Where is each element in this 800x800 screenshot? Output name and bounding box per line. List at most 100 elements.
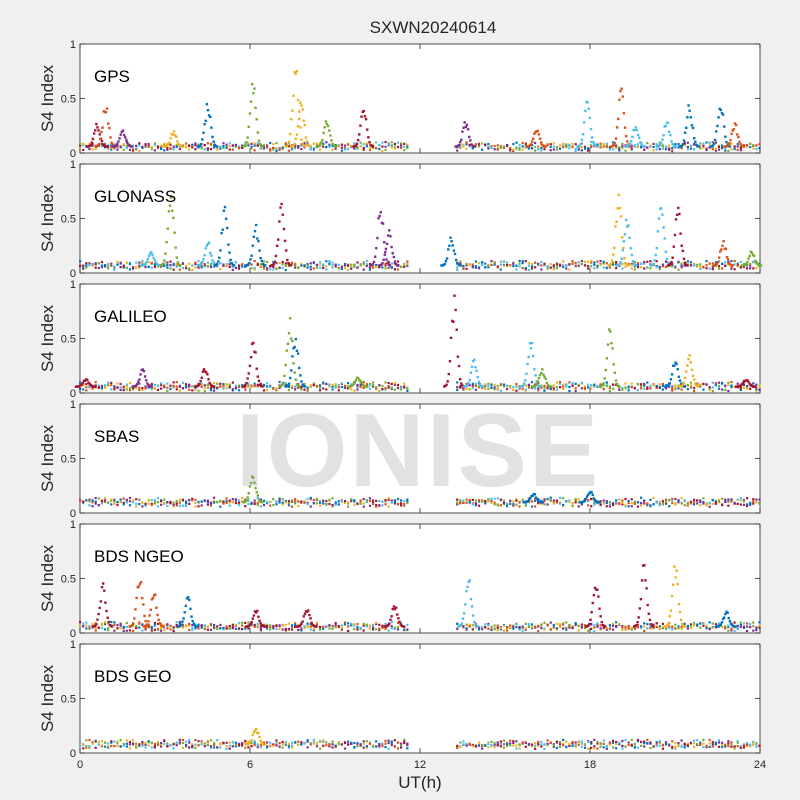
data-point <box>689 264 693 267</box>
data-point <box>201 370 205 373</box>
data-point <box>608 146 612 149</box>
data-point <box>186 596 190 599</box>
data-point <box>621 144 624 147</box>
data-point <box>183 611 186 614</box>
data-point <box>742 262 746 266</box>
data-point <box>558 743 562 746</box>
data-point <box>755 629 758 632</box>
data-point <box>742 145 746 148</box>
data-point <box>695 143 698 146</box>
data-point <box>674 385 677 388</box>
data-point <box>318 628 322 631</box>
data-point <box>746 260 749 264</box>
data-point <box>649 505 652 508</box>
data-point <box>97 743 100 746</box>
data-point <box>160 500 163 503</box>
data-point <box>708 267 711 270</box>
data-point <box>590 491 593 494</box>
data-point <box>384 145 387 148</box>
data-point <box>624 745 627 748</box>
data-point <box>577 384 580 387</box>
data-point <box>318 263 322 266</box>
data-point <box>300 262 303 265</box>
data-point <box>574 261 577 265</box>
data-point <box>356 384 359 387</box>
data-point <box>194 266 197 269</box>
data-point <box>487 622 490 626</box>
data-point <box>219 627 222 630</box>
data-point <box>120 130 124 134</box>
data-point <box>210 254 213 257</box>
data-point <box>462 625 465 628</box>
data-point <box>359 500 362 503</box>
data-point <box>337 263 340 266</box>
data-point <box>216 382 219 385</box>
data-point <box>739 496 742 500</box>
data-point <box>723 616 726 619</box>
data-point <box>509 742 512 745</box>
data-point <box>209 746 213 750</box>
data-point <box>250 745 253 748</box>
data-point <box>658 504 661 507</box>
data-point <box>278 627 281 630</box>
data-point <box>620 87 623 90</box>
data-point <box>116 742 119 745</box>
data-point <box>555 741 559 744</box>
data-point <box>468 145 471 148</box>
data-point <box>237 264 241 267</box>
data-point <box>368 741 372 744</box>
data-point <box>353 741 356 745</box>
data-point <box>325 502 328 506</box>
data-point <box>111 625 114 628</box>
data-point <box>752 621 755 624</box>
data-point <box>521 741 524 745</box>
data-point <box>574 389 577 393</box>
data-point <box>82 625 85 628</box>
data-point <box>540 627 543 630</box>
data-point <box>484 262 487 265</box>
data-point <box>643 622 646 625</box>
data-point <box>303 612 307 616</box>
data-point <box>150 382 153 386</box>
data-point <box>696 263 699 266</box>
data-point <box>643 384 646 387</box>
data-point <box>306 626 309 629</box>
data-point <box>702 497 705 500</box>
data-point <box>686 627 689 630</box>
data-point <box>169 500 172 504</box>
data-point <box>746 379 749 382</box>
data-point <box>400 144 403 147</box>
data-point <box>166 389 169 393</box>
data-point <box>568 499 571 502</box>
data-point <box>113 386 116 389</box>
data-point <box>138 144 141 147</box>
data-point <box>222 626 225 629</box>
data-point <box>97 142 101 146</box>
data-point <box>717 741 721 744</box>
data-point <box>711 741 714 744</box>
data-point <box>207 241 211 244</box>
data-point <box>144 143 147 146</box>
data-point <box>603 377 606 380</box>
data-point <box>172 627 175 630</box>
data-point <box>144 385 147 388</box>
data-point <box>297 743 300 746</box>
data-point <box>540 264 543 267</box>
data-point <box>225 143 228 146</box>
data-point <box>114 144 118 147</box>
data-point <box>328 385 331 388</box>
data-point <box>337 389 340 392</box>
data-point <box>406 387 409 390</box>
data-point <box>477 741 481 744</box>
data-point <box>204 119 207 123</box>
data-point <box>400 142 403 145</box>
data-point <box>636 145 640 148</box>
data-point <box>275 244 279 248</box>
data-point <box>646 603 649 607</box>
data-point <box>290 741 294 744</box>
data-point <box>509 744 512 747</box>
data-point <box>256 503 259 507</box>
data-point <box>281 743 284 746</box>
data-point <box>630 148 633 151</box>
data-point <box>596 742 599 745</box>
